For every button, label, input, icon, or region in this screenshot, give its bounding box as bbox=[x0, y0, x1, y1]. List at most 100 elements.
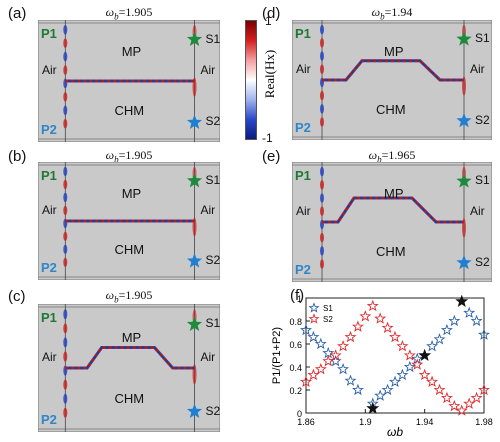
panel-title: ωb=1.94 bbox=[292, 5, 492, 21]
y-tick-label: 1 bbox=[297, 294, 302, 304]
panel-label-e: (e) bbox=[262, 148, 281, 165]
panel-label-f: (f) bbox=[290, 287, 305, 304]
field-panel bbox=[292, 162, 492, 282]
field-panel bbox=[38, 304, 220, 432]
chm-label: CHM bbox=[114, 102, 145, 118]
panel-title: ωb=1.905 bbox=[38, 5, 220, 21]
data-point-s2 bbox=[381, 321, 394, 333]
panel-title: ωb=1.905 bbox=[38, 148, 220, 164]
data-point-s2 bbox=[337, 340, 350, 352]
panel-title: ωb=1.905 bbox=[38, 288, 220, 304]
omega-subscript: b bbox=[114, 154, 119, 165]
p2-label: P2 bbox=[295, 262, 311, 277]
data-point-s1 bbox=[433, 333, 446, 345]
s2-source-star-icon bbox=[186, 403, 203, 418]
omega-symbol: ω bbox=[105, 148, 115, 162]
field-mode bbox=[320, 24, 324, 35]
field-mode bbox=[63, 407, 68, 418]
omega-symbol: ω bbox=[105, 288, 115, 302]
data-point-s2 bbox=[374, 312, 387, 324]
x-tick-label: 1.94 bbox=[416, 417, 434, 427]
air-left-label: Air bbox=[296, 62, 311, 76]
omega-subscript: b bbox=[380, 11, 385, 22]
panel-label-b: (b) bbox=[8, 148, 27, 165]
field-mode bbox=[63, 205, 68, 216]
x-tick-label: 1.9 bbox=[359, 417, 372, 427]
mp-label: MP bbox=[121, 329, 142, 345]
mp-label: MP bbox=[121, 44, 142, 60]
data-point-s2 bbox=[396, 340, 409, 352]
p1-label: P1 bbox=[41, 310, 57, 325]
omega-symbol: ω bbox=[371, 5, 381, 19]
data-point-s2 bbox=[455, 404, 468, 416]
omega-value: =1.94 bbox=[384, 5, 413, 19]
data-point-s2 bbox=[463, 397, 476, 409]
field-mode bbox=[320, 206, 324, 216]
s1-source-star-icon bbox=[186, 31, 203, 46]
data-point-s1 bbox=[470, 314, 483, 327]
data-point-s2 bbox=[433, 383, 446, 396]
data-point-s2 bbox=[389, 330, 401, 343]
x-axis-label: ωb bbox=[387, 425, 403, 438]
colorbar-min-label: -1 bbox=[262, 131, 273, 145]
s1-label: S1 bbox=[475, 173, 490, 188]
p1-label: P1 bbox=[295, 168, 311, 183]
omega-value: =1.965 bbox=[381, 148, 416, 162]
y-tick-label: 0.8 bbox=[289, 317, 302, 327]
omega-symbol: ω bbox=[105, 5, 115, 19]
field-panel bbox=[38, 162, 220, 280]
data-point-s1 bbox=[374, 389, 387, 401]
s2-label: S2 bbox=[205, 114, 221, 129]
data-point-s2 bbox=[411, 358, 424, 370]
field-mode bbox=[320, 246, 324, 256]
field-panel bbox=[292, 20, 492, 140]
field-mode bbox=[320, 232, 324, 243]
data-point-s1 bbox=[300, 323, 312, 336]
p1-label: P1 bbox=[295, 26, 311, 41]
air-right-label: Air bbox=[200, 350, 216, 364]
x-tick-label: 1.98 bbox=[475, 417, 493, 427]
air-right-label: Air bbox=[470, 204, 485, 218]
s1-source-star-icon bbox=[186, 316, 203, 331]
field-mode bbox=[320, 51, 324, 61]
data-point-s1 bbox=[337, 363, 350, 375]
field-mode bbox=[63, 166, 68, 177]
s2-source-star-icon bbox=[186, 253, 203, 268]
highlight-point bbox=[455, 294, 469, 307]
air-left-label: Air bbox=[296, 204, 311, 218]
p2-label: P2 bbox=[41, 260, 57, 275]
colorbar-title: Real(Hx) bbox=[262, 49, 277, 99]
field-mode bbox=[320, 117, 324, 127]
field-mode bbox=[63, 38, 68, 49]
field-mode bbox=[63, 105, 68, 116]
data-point-s1 bbox=[426, 340, 439, 352]
field-mode bbox=[63, 351, 68, 362]
s1-source-star-icon bbox=[456, 31, 472, 46]
data-point-s2 bbox=[329, 349, 342, 361]
s2-source-star-icon bbox=[456, 112, 472, 128]
data-point-s2 bbox=[403, 349, 416, 361]
field-mode bbox=[63, 337, 68, 348]
highlight-point bbox=[418, 348, 432, 361]
panel-label-a: (a) bbox=[8, 5, 27, 22]
s2-label: S2 bbox=[475, 112, 490, 127]
legend-marker bbox=[308, 302, 320, 313]
field-mode bbox=[63, 231, 68, 242]
field-mode bbox=[63, 309, 68, 320]
y-tick-label: 0.2 bbox=[289, 386, 302, 396]
data-point-s1 bbox=[403, 360, 416, 373]
highlight-point bbox=[366, 401, 380, 414]
data-point-s1 bbox=[344, 374, 357, 386]
omega-subscript: b bbox=[114, 294, 119, 305]
s1-label: S1 bbox=[205, 316, 221, 331]
field-mode bbox=[320, 166, 324, 177]
field-mode bbox=[320, 193, 324, 203]
panel-label-c: (c) bbox=[8, 288, 26, 305]
p1-label: P1 bbox=[41, 26, 57, 41]
s1-label: S1 bbox=[205, 31, 221, 46]
data-point-s1 bbox=[381, 383, 394, 396]
data-point-s2 bbox=[418, 368, 431, 381]
field-mode bbox=[63, 323, 68, 334]
s2-label: S2 bbox=[475, 254, 490, 269]
legend-label-s1: S1 bbox=[323, 304, 333, 313]
